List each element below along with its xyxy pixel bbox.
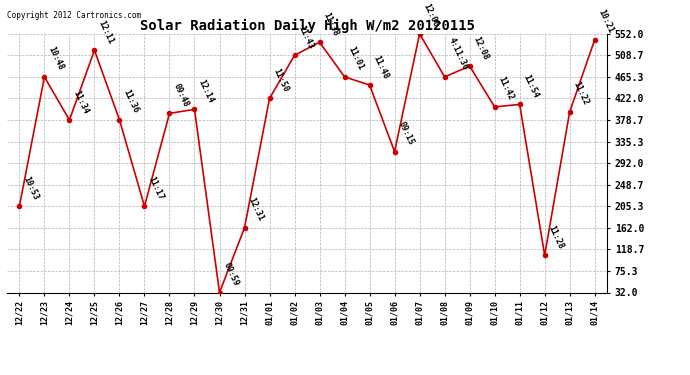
Text: 12:14: 12:14 (197, 78, 215, 104)
Text: 4:11:36: 4:11:36 (446, 36, 470, 72)
Text: 09:48: 09:48 (172, 82, 190, 108)
Text: 11:50: 11:50 (272, 67, 290, 93)
Text: 12:08: 12:08 (472, 34, 491, 61)
Text: 11:38: 11:38 (322, 11, 340, 37)
Text: 12:31: 12:31 (246, 196, 265, 223)
Text: 12:11: 12:11 (97, 19, 115, 45)
Text: 11:01: 11:01 (346, 45, 365, 72)
Text: 10:48: 10:48 (46, 45, 65, 72)
Text: 11:42: 11:42 (497, 75, 515, 102)
Text: 11:54: 11:54 (522, 73, 540, 99)
Text: 11:36: 11:36 (121, 88, 140, 115)
Title: Solar Radiation Daily High W/m2 20120115: Solar Radiation Daily High W/m2 20120115 (139, 18, 475, 33)
Text: 11:43: 11:43 (297, 24, 315, 50)
Text: 11:17: 11:17 (146, 175, 165, 201)
Text: 10:53: 10:53 (21, 175, 40, 201)
Text: Copyright 2012 Cartronics.com: Copyright 2012 Cartronics.com (7, 11, 141, 20)
Text: 12:06: 12:06 (422, 2, 440, 29)
Text: 11:48: 11:48 (372, 54, 391, 80)
Text: 11:22: 11:22 (572, 80, 591, 107)
Text: 11:34: 11:34 (72, 88, 90, 115)
Text: 10:21: 10:21 (597, 8, 615, 35)
Text: 09:15: 09:15 (397, 120, 415, 147)
Text: 09:59: 09:59 (221, 261, 240, 288)
Text: 11:28: 11:28 (546, 224, 565, 250)
